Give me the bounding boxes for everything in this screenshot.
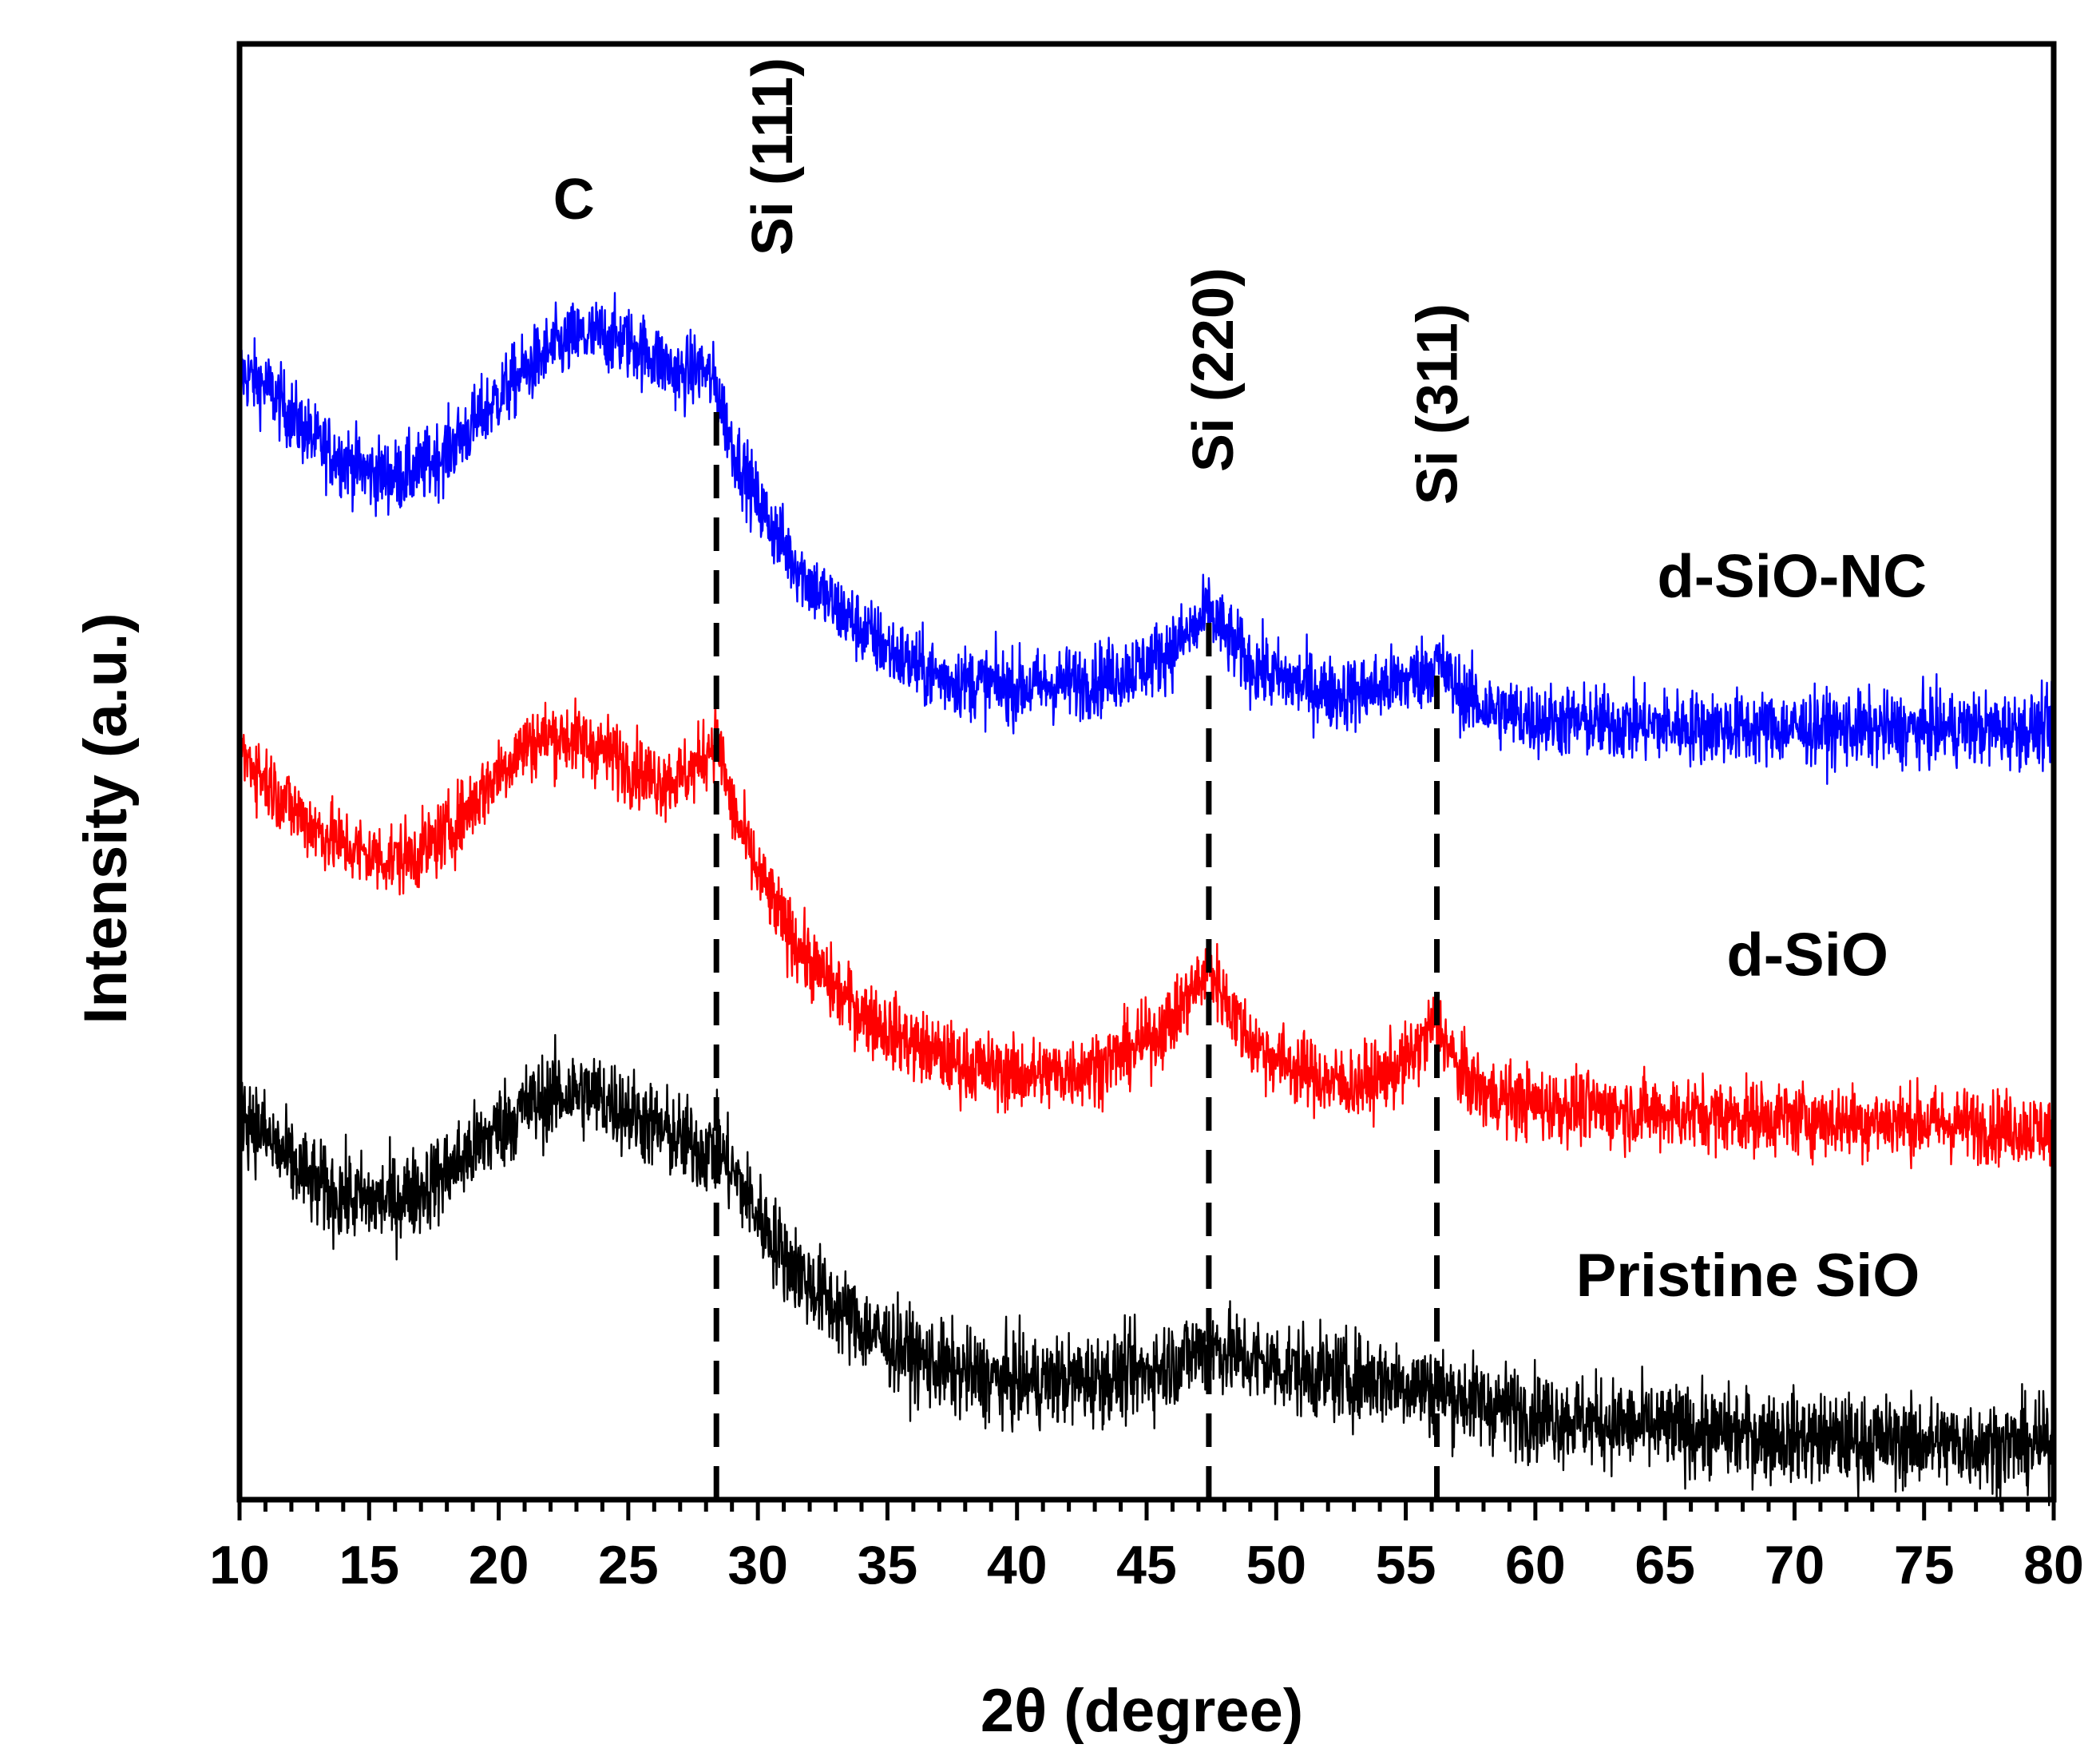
peak-label-si-111: Si (111) [741,57,805,256]
x-tick-label: 35 [858,1535,918,1595]
x-tick-label: 45 [1116,1535,1177,1595]
reference-lines [713,394,1440,1500]
series-label-d-sio: d-SiO [1726,922,1888,989]
x-tick-label: 20 [469,1535,529,1595]
x-axis-tick-labels: 10 15 20 25 30 35 40 45 50 55 60 65 70 75 80 [209,1535,2084,1595]
x-tick-label: 25 [598,1535,659,1595]
x-axis-ticks [237,1500,2056,1520]
series-line-d-sio [238,697,2055,1170]
series-line-pristine-sio [238,1033,2055,1507]
series-label-pristine-sio: Pristine SiO [1576,1242,1920,1310]
peak-label-si-311: Si (311) [1406,303,1470,505]
x-tick-label: 70 [1765,1535,1825,1595]
series-layer [238,291,2055,1507]
series-line-d-sio-nc [238,291,2054,785]
y-axis-title: Intensity (a.u.) [72,612,140,1024]
x-tick-label: 30 [727,1535,788,1595]
peak-label-si-220: Si (220) [1182,268,1246,472]
x-tick-label: 10 [209,1535,270,1595]
x-tick-label: 55 [1376,1535,1436,1595]
x-tick-label: 80 [2023,1535,2084,1595]
annotation-labels: Si (111) Si (220) Si (311) Cd-SiO-NC d-SiO Pr… [553,57,1927,1310]
series-label-d-sio-nc: d-SiO-NC [1657,543,1927,611]
x-tick-label: 15 [339,1535,399,1595]
annotation-c: C [553,168,595,232]
x-tick-label: 40 [987,1535,1048,1595]
x-tick-label: 65 [1634,1535,1695,1595]
x-axis-title: 2θ (degree) [981,1677,1303,1745]
x-tick-label: 60 [1505,1535,1566,1595]
x-tick-label: 75 [1894,1535,1955,1595]
x-tick-label: 50 [1246,1535,1306,1595]
